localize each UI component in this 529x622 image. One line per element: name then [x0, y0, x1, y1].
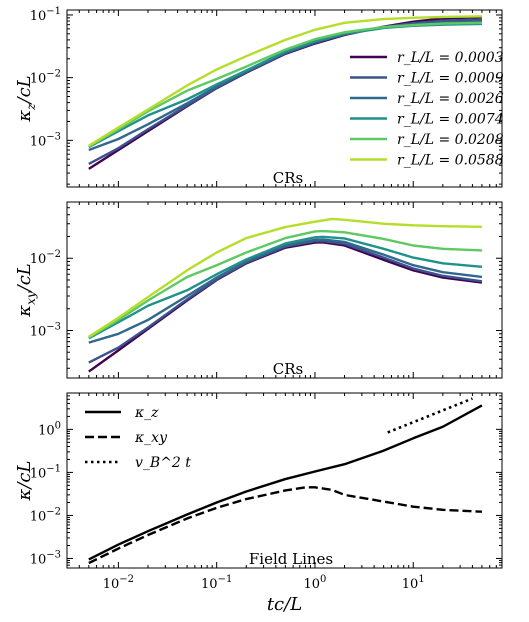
series-line-1: [88, 486, 482, 565]
panel-top-ylabel: κz/cL: [14, 75, 38, 122]
y-tick-label: 10−2: [30, 249, 61, 267]
y-tick-label: 10−1: [30, 6, 61, 24]
panel-top-legend: r_L/L = 0.0003 r_L/L = 0.0009 r_L/L = 0.00…: [350, 50, 504, 169]
panel-top-ticks: 10−3 10−2 10−1: [30, 6, 503, 187]
panel-bottom-ticks: 10−3 10−2 10−1 100 10−2 10−1 100 101: [30, 392, 503, 592]
legend-label: r_L/L = 0.0026: [397, 91, 504, 107]
panel-middle-lines: [88, 217, 483, 373]
x-tick-label: 10−2: [103, 574, 134, 592]
legend-label: κ_xy: [134, 430, 168, 446]
legend-label: r_L/L = 0.0208: [397, 132, 504, 148]
series-line-4: [88, 21, 482, 148]
panel-bottom-lines: [88, 397, 483, 565]
legend-label: κ_z: [134, 405, 159, 421]
panel-top-lines: [88, 15, 482, 170]
panel-bottom-frame: [66, 392, 503, 569]
panel-middle-annotation: CRs: [273, 360, 303, 378]
series-line-4: [88, 229, 482, 339]
panel-middle-ylabel: κxy/cL: [14, 263, 38, 317]
y-tick-label: 10−3: [30, 131, 61, 149]
panel-top-frame: [66, 9, 503, 188]
series-line-0: [88, 404, 483, 561]
legend-label: r_L/L = 0.0003: [397, 50, 504, 66]
panel-middle: 10−3 10−2 κxy/cL CRs: [14, 201, 503, 379]
y-tick-label: 10−2: [30, 506, 61, 524]
y-tick-label: 10−3: [30, 321, 61, 339]
y-tick-label: 10−2: [30, 69, 61, 87]
legend-label: r_L/L = 0.0074: [397, 112, 504, 128]
x-tick-label: 100: [303, 574, 326, 592]
panel-middle-frame: [66, 201, 503, 379]
panel-top: 10−310−210−1 κz/cL CRs r_L/L = 0.0003r_L…: [14, 6, 504, 188]
x-tick-label: 10−1: [201, 574, 232, 592]
legend-label: r_L/L = 0.0588: [397, 153, 504, 169]
series-line-2: [88, 238, 483, 344]
panel-bottom-xlabel: tc/L: [267, 594, 302, 615]
panel-bottom-ylabel: κ/cL: [14, 461, 35, 502]
series-line-5: [88, 217, 482, 338]
y-tick-label: 10−3: [30, 549, 61, 567]
panel-middle-ticks: 10−3 10−2: [30, 201, 503, 378]
panel-bottom-legend: κ_z κ_xy v_B^2 t: [85, 405, 191, 471]
series-line-2: [387, 397, 473, 434]
panel-top-annotation: CRs: [273, 169, 303, 187]
series-line-5: [88, 15, 482, 147]
series-line-3: [88, 235, 483, 340]
y-tick-label: 100: [38, 420, 61, 438]
panel-bottom-annotation: Field Lines: [249, 550, 333, 568]
series-line-1: [88, 239, 483, 364]
legend-label: r_L/L = 0.0009: [397, 71, 504, 87]
y-tick-label: 10−1: [30, 463, 61, 481]
x-tick-label: 101: [402, 574, 425, 592]
legend-label: v_B^2 t: [135, 455, 191, 471]
